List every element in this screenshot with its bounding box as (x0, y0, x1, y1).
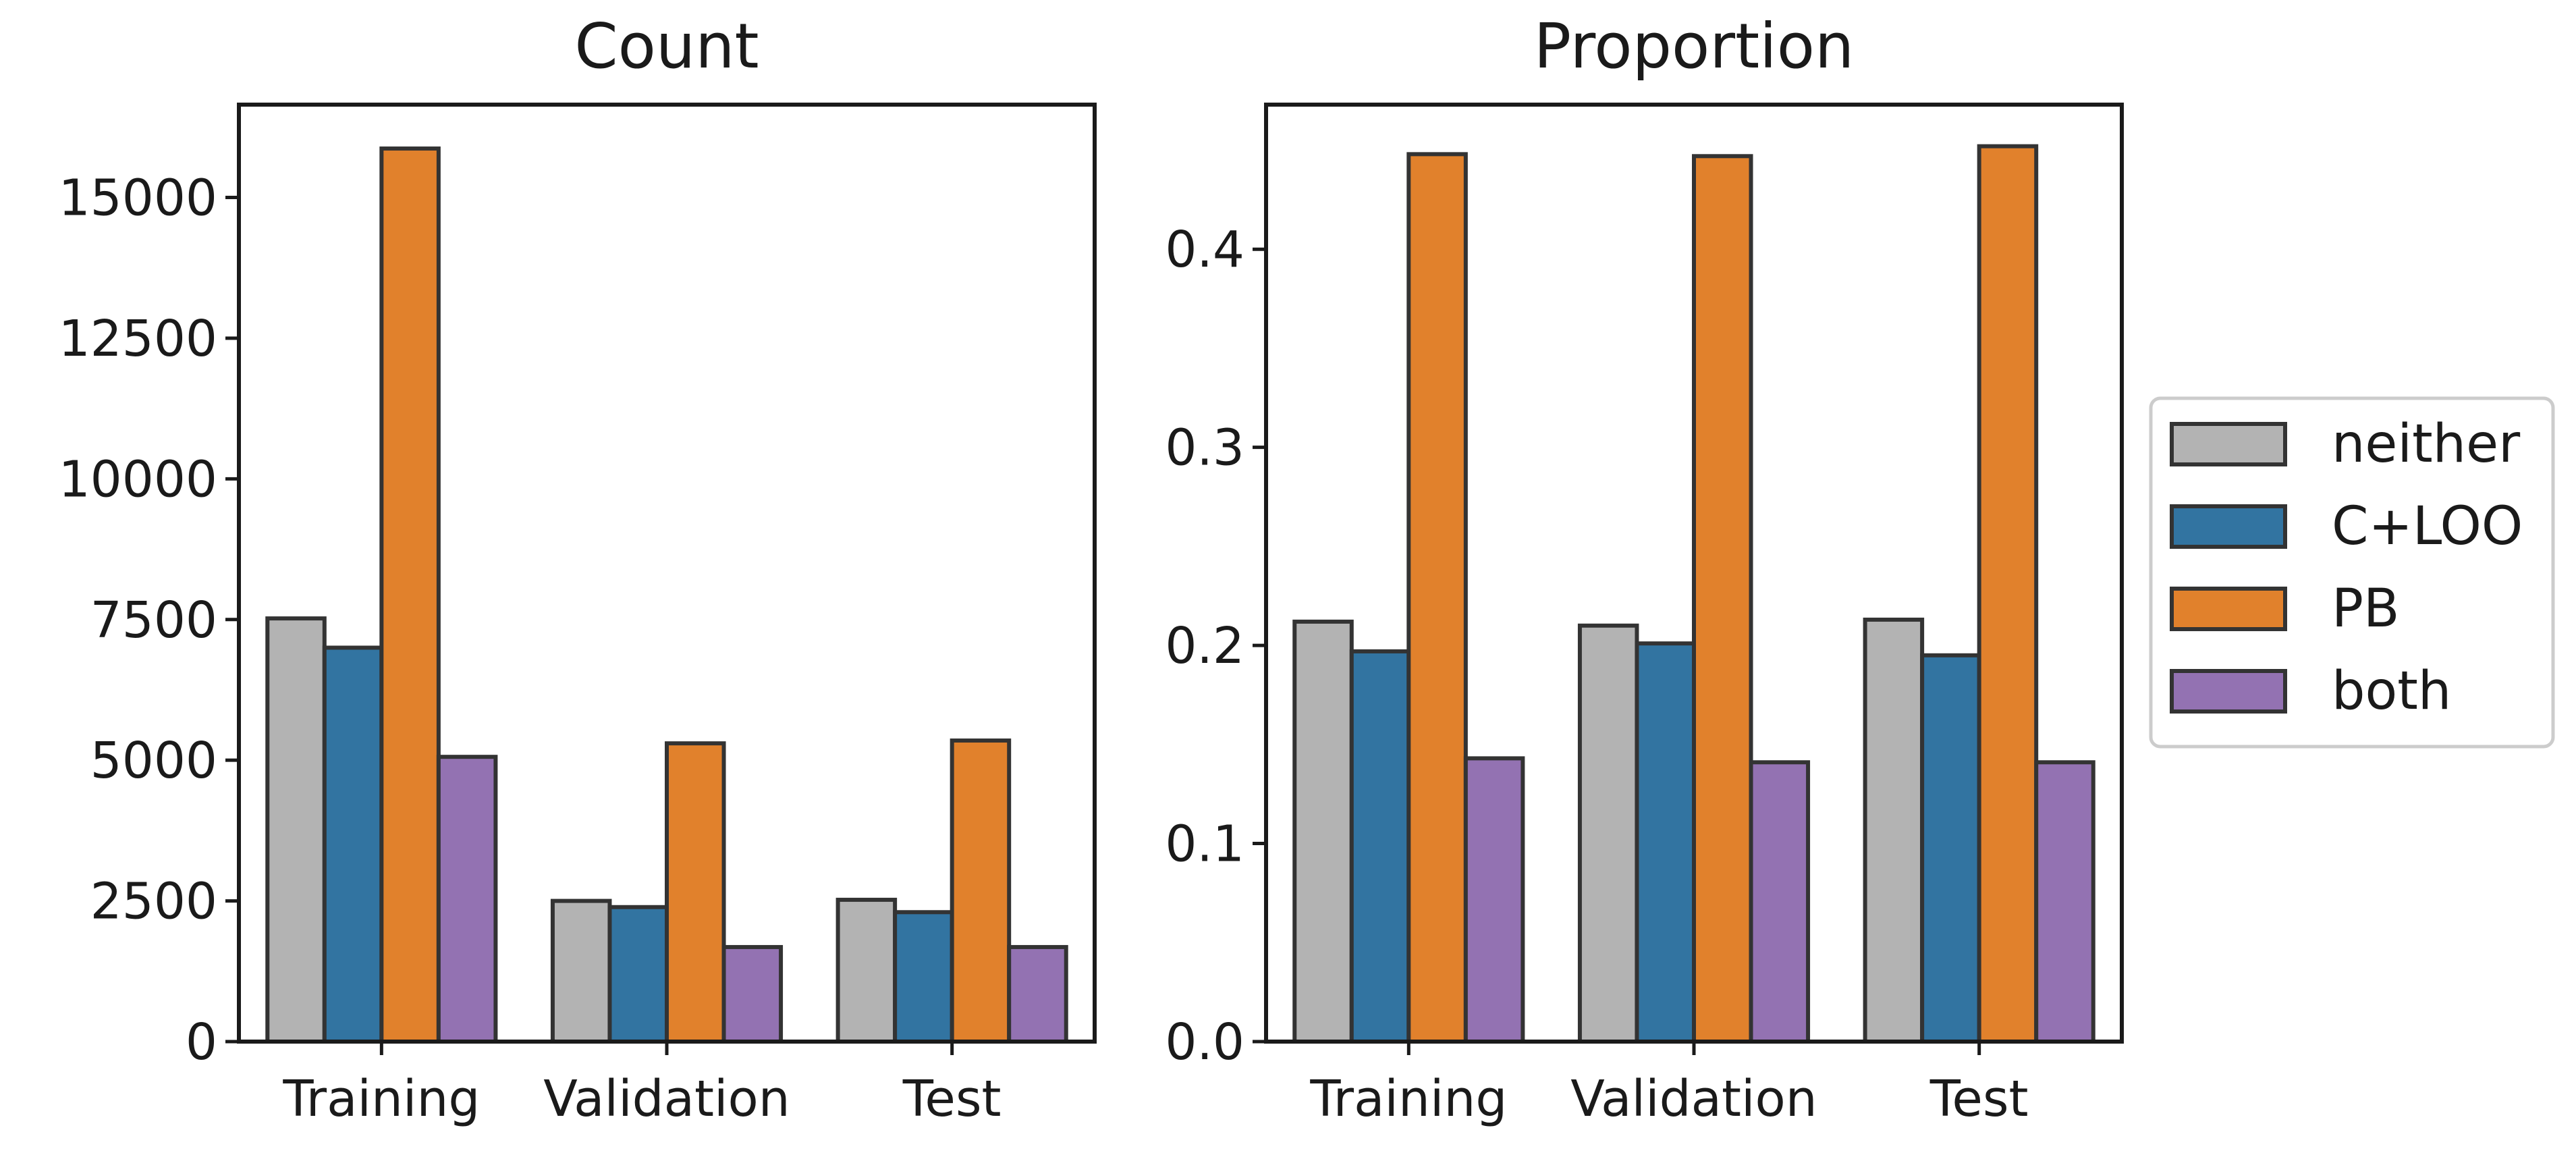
legend-label-both: both (2332, 661, 2451, 722)
proportion-title: Proportion (1534, 10, 1855, 82)
proportion-ytick-label: 0.3 (1165, 419, 1244, 477)
count-ytick-label: 10000 (59, 450, 217, 508)
proportion-ytick-label: 0.1 (1165, 815, 1244, 874)
count-bar-training-neither (265, 616, 327, 1044)
count-xtick-label-test: Test (902, 1070, 1002, 1128)
legend-item-c-loo: C+LOO (2170, 496, 2523, 557)
legend-item-both: both (2170, 661, 2451, 722)
proportion-bar-training-both (1463, 756, 1525, 1044)
legend-label-neither: neither (2332, 414, 2521, 475)
proportion-ytick-label: 0.2 (1165, 617, 1244, 675)
count-ytick-label: 2500 (90, 873, 217, 931)
count-bar-validation-neither (550, 898, 612, 1044)
proportion-ytick-label: 0.4 (1165, 221, 1244, 279)
legend-swatch-neither (2170, 422, 2287, 466)
count-xtick-label-validation: Validation (543, 1070, 790, 1128)
count-bar-test-c-loo (893, 910, 954, 1044)
legend-swatch-pb (2170, 587, 2287, 631)
legend-swatch-c-loo (2170, 504, 2287, 549)
proportion-ytick-label: 0.0 (1165, 1013, 1244, 1071)
count-bar-test-neither (835, 897, 898, 1044)
count-bar-validation-pb (665, 741, 726, 1044)
count-axes-frame (237, 103, 1097, 1044)
count-xtick-label-training: Training (282, 1070, 480, 1128)
proportion-xtick-label-validation: Validation (1570, 1070, 1817, 1128)
proportion-axes-frame (1264, 103, 2124, 1044)
legend-frame (2149, 396, 2555, 749)
count-bar-validation-both (721, 944, 784, 1044)
count-bar-training-both (436, 755, 498, 1044)
proportion-bar-validation-neither (1577, 623, 1639, 1044)
count-bar-training-pb (379, 146, 441, 1044)
count-ytick-label: 5000 (90, 732, 217, 790)
proportion-bar-training-c-loo (1349, 649, 1411, 1044)
legend-label-pb: PB (2332, 579, 2400, 639)
proportion-bar-validation-both (1749, 760, 1811, 1044)
proportion-xtick-label-training: Training (1309, 1070, 1507, 1128)
proportion-bar-validation-pb (1692, 154, 1753, 1044)
proportion-bar-test-neither (1863, 617, 1925, 1044)
count-bar-validation-c-loo (607, 905, 669, 1044)
count-ytick-label: 0 (186, 1013, 217, 1071)
count-bar-test-both (1007, 944, 1068, 1044)
proportion-bar-test-pb (1977, 144, 2039, 1044)
legend: neither C+LOO PB both (2149, 396, 2555, 749)
proportion-panel: Proportion 0.0 0.1 0.2 0.3 0.4 Training Valida… (1165, 10, 2124, 1128)
proportion-bar-validation-c-loo (1635, 641, 1696, 1044)
count-bar-training-c-loo (322, 645, 384, 1044)
legend-label-c-loo: C+LOO (2332, 496, 2523, 557)
legend-item-neither: neither (2170, 414, 2521, 475)
proportion-bar-test-c-loo (1920, 653, 1981, 1044)
proportion-bar-test-both (2034, 760, 2095, 1044)
count-ytick-label: 12500 (59, 310, 217, 368)
proportion-xtick-label-test: Test (1929, 1070, 2029, 1128)
count-title: Count (574, 10, 759, 82)
count-ytick-label: 15000 (59, 169, 217, 227)
legend-item-pb: PB (2170, 579, 2400, 639)
count-ytick-label: 7500 (90, 591, 217, 649)
proportion-bar-training-pb (1406, 152, 1468, 1044)
proportion-bar-training-neither (1292, 619, 1354, 1044)
count-bar-test-pb (950, 738, 1012, 1044)
legend-swatch-both (2170, 669, 2287, 714)
count-panel: Count 0 2500 5000 7500 10000 12500 15000 Traini… (59, 10, 1097, 1128)
